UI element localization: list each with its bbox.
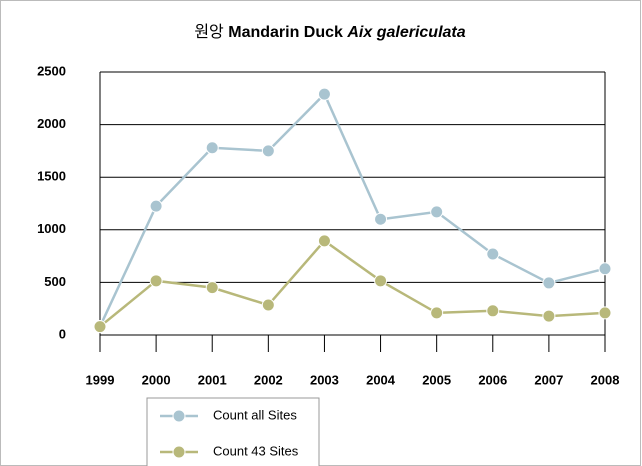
legend-marker <box>172 445 186 459</box>
legend-label: Count 43 Sites <box>213 443 299 458</box>
point <box>317 234 331 248</box>
point <box>149 274 163 288</box>
x-tick-label: 2007 <box>534 372 563 387</box>
series-line <box>98 91 606 328</box>
title-scientific: Aix galericulata <box>346 24 465 41</box>
x-tick-label: 1999 <box>86 372 115 387</box>
x-tick-label: 2006 <box>478 372 507 387</box>
x-tick-label: 2003 <box>310 372 339 387</box>
y-tick-label: 2000 <box>37 116 66 131</box>
y-tick-label: 2500 <box>37 63 66 78</box>
y-tick-label: 500 <box>44 274 66 289</box>
point <box>93 320 107 334</box>
point <box>205 281 219 295</box>
title-korean: 원앙 <box>194 23 224 41</box>
x-tick-label: 2000 <box>142 372 171 387</box>
x-tick-label: 2008 <box>591 372 620 387</box>
point <box>374 212 388 226</box>
point <box>374 274 388 288</box>
point <box>542 276 556 290</box>
legend-label: Count all Sites <box>213 407 297 422</box>
point <box>261 298 275 312</box>
point <box>149 199 163 213</box>
x-tick-label: 2004 <box>366 372 396 387</box>
point <box>598 262 612 276</box>
point <box>430 205 444 219</box>
point <box>486 304 500 318</box>
point <box>542 309 556 323</box>
point <box>261 144 275 158</box>
legend-marker <box>172 409 186 423</box>
y-tick-label: 1000 <box>37 221 66 236</box>
series-line <box>99 239 606 328</box>
chart-title: 원앙 Mandarin Duck Aix galericulata <box>194 23 465 41</box>
title-common: Mandarin Duck <box>228 24 343 41</box>
point <box>486 247 500 261</box>
y-tick-label: 1500 <box>37 169 66 184</box>
point <box>205 141 219 155</box>
x-tick-label: 2001 <box>198 372 227 387</box>
point <box>430 306 444 320</box>
y-tick-label: 0 <box>59 326 66 341</box>
point <box>317 87 331 101</box>
point <box>598 306 612 320</box>
x-tick-label: 2002 <box>254 372 283 387</box>
x-tick-label: 2005 <box>422 372 451 387</box>
